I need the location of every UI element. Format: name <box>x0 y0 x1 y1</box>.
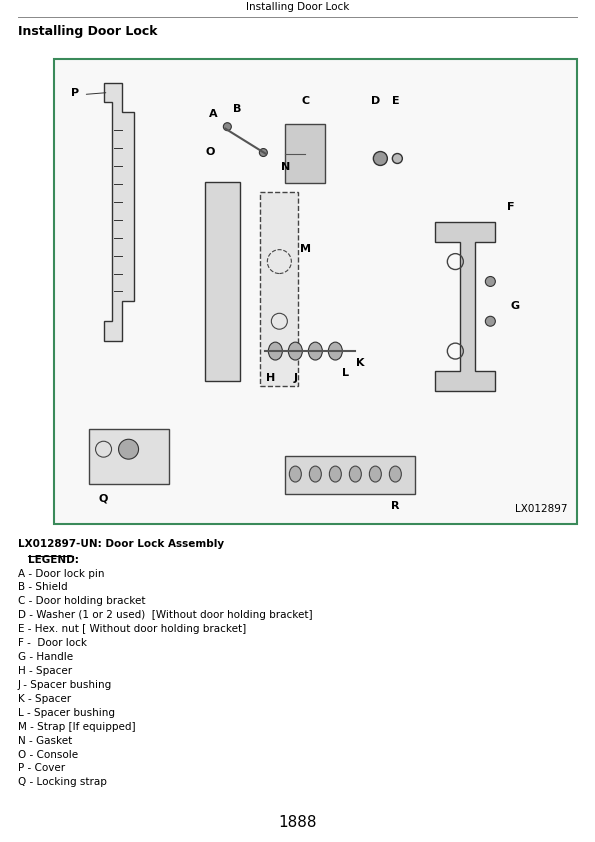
Ellipse shape <box>289 342 302 360</box>
Circle shape <box>486 317 496 326</box>
Text: LEGEND:: LEGEND: <box>28 555 79 565</box>
Text: G: G <box>511 301 520 312</box>
Circle shape <box>118 440 139 459</box>
Text: E: E <box>392 96 399 106</box>
Ellipse shape <box>289 466 301 482</box>
Text: M - Strap [If equipped]: M - Strap [If equipped] <box>18 722 136 732</box>
Ellipse shape <box>349 466 361 482</box>
Text: F: F <box>506 202 514 212</box>
Text: K: K <box>356 358 365 368</box>
Text: J: J <box>293 373 298 383</box>
Ellipse shape <box>308 342 322 360</box>
Text: P: P <box>71 88 80 98</box>
Text: Q: Q <box>99 494 108 504</box>
Text: D - Washer (1 or 2 used)  [Without door holding bracket]: D - Washer (1 or 2 used) [Without door h… <box>18 610 312 621</box>
Polygon shape <box>436 221 496 391</box>
Text: A: A <box>209 109 218 119</box>
Text: L: L <box>342 368 349 378</box>
Bar <box>89 429 168 484</box>
Bar <box>286 456 415 494</box>
Bar <box>286 124 325 184</box>
Circle shape <box>373 152 387 166</box>
Bar <box>54 59 577 524</box>
Text: G - Handle: G - Handle <box>18 652 73 662</box>
Ellipse shape <box>369 466 381 482</box>
Ellipse shape <box>389 466 402 482</box>
Text: 1888: 1888 <box>278 815 317 830</box>
Text: O - Console: O - Console <box>18 749 78 759</box>
Text: B - Shield: B - Shield <box>18 583 68 593</box>
Circle shape <box>392 153 402 163</box>
Text: N: N <box>281 163 290 172</box>
Text: K - Spacer: K - Spacer <box>18 694 71 704</box>
Text: Installing Door Lock: Installing Door Lock <box>246 2 349 12</box>
Bar <box>261 192 298 386</box>
Text: LX012897: LX012897 <box>515 504 567 514</box>
Circle shape <box>486 276 496 286</box>
Text: P - Cover: P - Cover <box>18 764 65 774</box>
Ellipse shape <box>328 342 342 360</box>
Bar <box>205 182 240 381</box>
Circle shape <box>223 123 231 131</box>
Text: H: H <box>266 373 275 383</box>
Text: F -  Door lock: F - Door lock <box>18 638 87 648</box>
Circle shape <box>259 148 267 157</box>
Text: J - Spacer bushing: J - Spacer bushing <box>18 680 112 690</box>
Ellipse shape <box>268 342 283 360</box>
Text: LX012897-UN: Door Lock Assembly: LX012897-UN: Door Lock Assembly <box>18 539 224 549</box>
Text: N - Gasket: N - Gasket <box>18 736 72 746</box>
Text: M: M <box>300 243 311 253</box>
Text: H - Spacer: H - Spacer <box>18 666 72 676</box>
Text: B: B <box>233 104 242 114</box>
Text: Q - Locking strap: Q - Locking strap <box>18 777 107 787</box>
Text: O: O <box>206 147 215 157</box>
Text: D: D <box>371 96 380 106</box>
Ellipse shape <box>330 466 342 482</box>
Ellipse shape <box>309 466 321 482</box>
Polygon shape <box>104 83 133 341</box>
Text: Installing Door Lock: Installing Door Lock <box>18 24 158 38</box>
Text: L - Spacer bushing: L - Spacer bushing <box>18 708 115 717</box>
Text: R: R <box>391 501 400 511</box>
Text: C: C <box>301 96 309 106</box>
Text: C - Door holding bracket: C - Door holding bracket <box>18 596 146 606</box>
Text: E - Hex. nut [ Without door holding bracket]: E - Hex. nut [ Without door holding brac… <box>18 624 246 634</box>
Text: A - Door lock pin: A - Door lock pin <box>18 568 105 578</box>
